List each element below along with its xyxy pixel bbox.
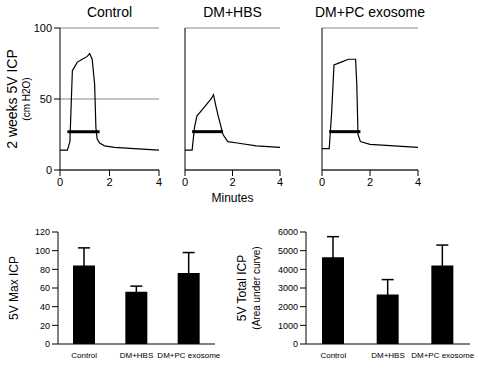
svg-text:0: 0 (293, 339, 298, 349)
svg-text:2: 2 (367, 176, 373, 188)
svg-text:60: 60 (40, 283, 50, 293)
svg-text:1000: 1000 (278, 321, 298, 331)
html-text:Minutes: Minutes (211, 191, 254, 205)
svg-text:6000: 6000 (278, 227, 298, 237)
svg-text:2: 2 (106, 176, 112, 188)
svg-text:2: 2 (229, 176, 235, 188)
svg-text:50: 50 (40, 93, 52, 105)
svg-text:40: 40 (40, 302, 50, 312)
svg-text:3000: 3000 (278, 283, 298, 293)
svg-text:4000: 4000 (278, 265, 298, 275)
svg-text:5000: 5000 (278, 246, 298, 256)
svg-text:0: 0 (57, 176, 63, 188)
svg-text:80: 80 (40, 265, 50, 275)
svg-text:DM+PC exosome: DM+PC exosome (411, 351, 470, 360)
svg-text:Control: Control (320, 351, 346, 360)
svg-text:0: 0 (46, 164, 52, 176)
svg-text:0: 0 (45, 339, 50, 349)
svg-text:100: 100 (34, 22, 52, 34)
html-text:Control: Control (86, 4, 133, 20)
html-text:DM+HBS: DM+HBS (203, 4, 262, 20)
svg-text:(cm H2O): (cm H2O) (21, 77, 32, 120)
svg-text:(Area under curve): (Area under curve) (251, 246, 262, 329)
svg-text:Control: Control (71, 351, 97, 360)
html-text:DM+PC exosome: DM+PC exosome (315, 4, 425, 20)
svg-text:DM+HBS: DM+HBS (371, 351, 405, 360)
svg-text:DM+HBS: DM+HBS (120, 351, 154, 360)
svg-text:120: 120 (35, 227, 50, 237)
svg-text:2 weeks 5V ICP: 2 weeks 5V ICP (8, 49, 20, 149)
svg-text:0: 0 (319, 176, 325, 188)
svg-text:20: 20 (40, 321, 50, 331)
svg-text:4: 4 (156, 176, 162, 188)
svg-text:5V Total ICP: 5V Total ICP (235, 255, 249, 321)
svg-text:5V Max ICP: 5V Max ICP (8, 256, 21, 320)
svg-text:4: 4 (277, 176, 283, 188)
svg-text:100: 100 (35, 246, 50, 256)
svg-text:4: 4 (415, 176, 421, 188)
svg-text:0: 0 (182, 176, 188, 188)
svg-text:2000: 2000 (278, 302, 298, 312)
svg-text:DM+PC exosome: DM+PC exosome (157, 351, 220, 360)
